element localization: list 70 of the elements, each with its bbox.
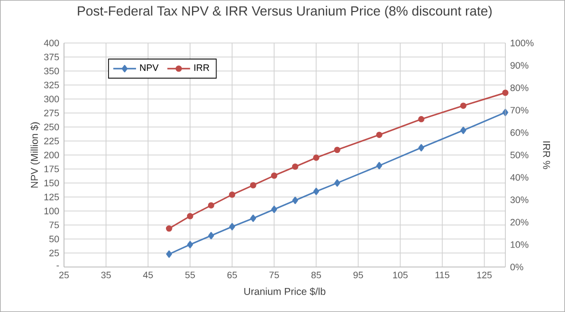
point bbox=[228, 192, 236, 198]
x-tick-label: 55 bbox=[185, 272, 195, 278]
point bbox=[460, 126, 466, 134]
point bbox=[229, 223, 236, 230]
y2-tick-label: 70% bbox=[510, 106, 528, 114]
point bbox=[186, 213, 194, 220]
y-tick-label: 25 bbox=[49, 250, 59, 256]
y-tick-label: 400 bbox=[44, 40, 59, 46]
y2-tick-label: 60% bbox=[510, 129, 528, 136]
chart-title: Post-Federal Tax NPV & IRR Versus Uranium Price (8% discount rate) bbox=[78, 6, 492, 18]
y2-tick-label: 20% bbox=[510, 218, 528, 226]
y-tick-label: 350 bbox=[44, 68, 59, 74]
legend-label: IRR bbox=[194, 64, 210, 71]
point bbox=[334, 146, 340, 153]
y-tick-label: 375 bbox=[44, 54, 59, 60]
y-tick-label: 275 bbox=[44, 110, 59, 116]
point bbox=[418, 116, 424, 122]
x-axis-title: Uranium Price $/lb bbox=[244, 287, 326, 296]
point bbox=[187, 240, 194, 248]
y-tick-label: 75 bbox=[49, 222, 59, 228]
x-tick-label: 115 bbox=[436, 272, 450, 278]
y2-tick-label: 10% bbox=[510, 241, 528, 248]
x-tick-label: 65 bbox=[227, 272, 237, 278]
point bbox=[502, 90, 508, 96]
x-tick-label: 85 bbox=[311, 272, 321, 278]
y-tick-label: 200 bbox=[44, 152, 59, 158]
y2-tick-label: 100% bbox=[510, 40, 534, 46]
point bbox=[460, 102, 466, 109]
y-tick-label: 300 bbox=[44, 96, 59, 102]
point bbox=[376, 132, 382, 138]
point bbox=[208, 232, 214, 240]
point bbox=[166, 225, 172, 232]
y2-tick-label: 50% bbox=[510, 152, 528, 158]
y2-tick-label: 90% bbox=[510, 62, 528, 69]
y2-axis-title: IRR % bbox=[543, 141, 550, 170]
point bbox=[250, 214, 256, 222]
y-tick-label: 125 bbox=[44, 194, 59, 200]
y2-tick-label: 30% bbox=[510, 196, 528, 204]
x-tick-label: 25 bbox=[59, 272, 69, 278]
point bbox=[334, 179, 340, 187]
y2-tick-label: 0% bbox=[510, 264, 524, 270]
point bbox=[292, 164, 298, 170]
x-tick-label: 105 bbox=[393, 272, 408, 278]
x-tick-label: 45 bbox=[143, 272, 153, 278]
point bbox=[418, 144, 424, 152]
point bbox=[502, 108, 508, 116]
x-tick-label: 35 bbox=[101, 272, 111, 278]
y-tick-label: 150 bbox=[44, 180, 59, 186]
y2-tick-label: 40% bbox=[510, 174, 528, 181]
point bbox=[313, 154, 320, 161]
legend-label: NPV bbox=[140, 64, 159, 71]
y-tick-label: 250 bbox=[44, 124, 59, 130]
y-axis-title: NPV (Million $) bbox=[30, 122, 40, 188]
y-tick-label: 50 bbox=[49, 236, 59, 242]
point bbox=[292, 196, 298, 204]
point bbox=[208, 202, 214, 209]
y-tick-label: 325 bbox=[44, 82, 59, 88]
point bbox=[250, 182, 256, 188]
y-tick-label: 225 bbox=[44, 138, 59, 144]
x-tick-label: 75 bbox=[269, 272, 279, 278]
y-tick-label: 100 bbox=[44, 208, 59, 214]
point bbox=[376, 162, 382, 170]
point bbox=[166, 250, 172, 258]
point bbox=[271, 172, 278, 179]
x-tick-label: 125 bbox=[477, 272, 492, 278]
point bbox=[271, 206, 278, 213]
point bbox=[313, 188, 320, 196]
y-tick-label: 175 bbox=[44, 166, 59, 172]
y2-tick-label: 80% bbox=[510, 84, 528, 92]
x-tick-label: 95 bbox=[353, 272, 364, 278]
